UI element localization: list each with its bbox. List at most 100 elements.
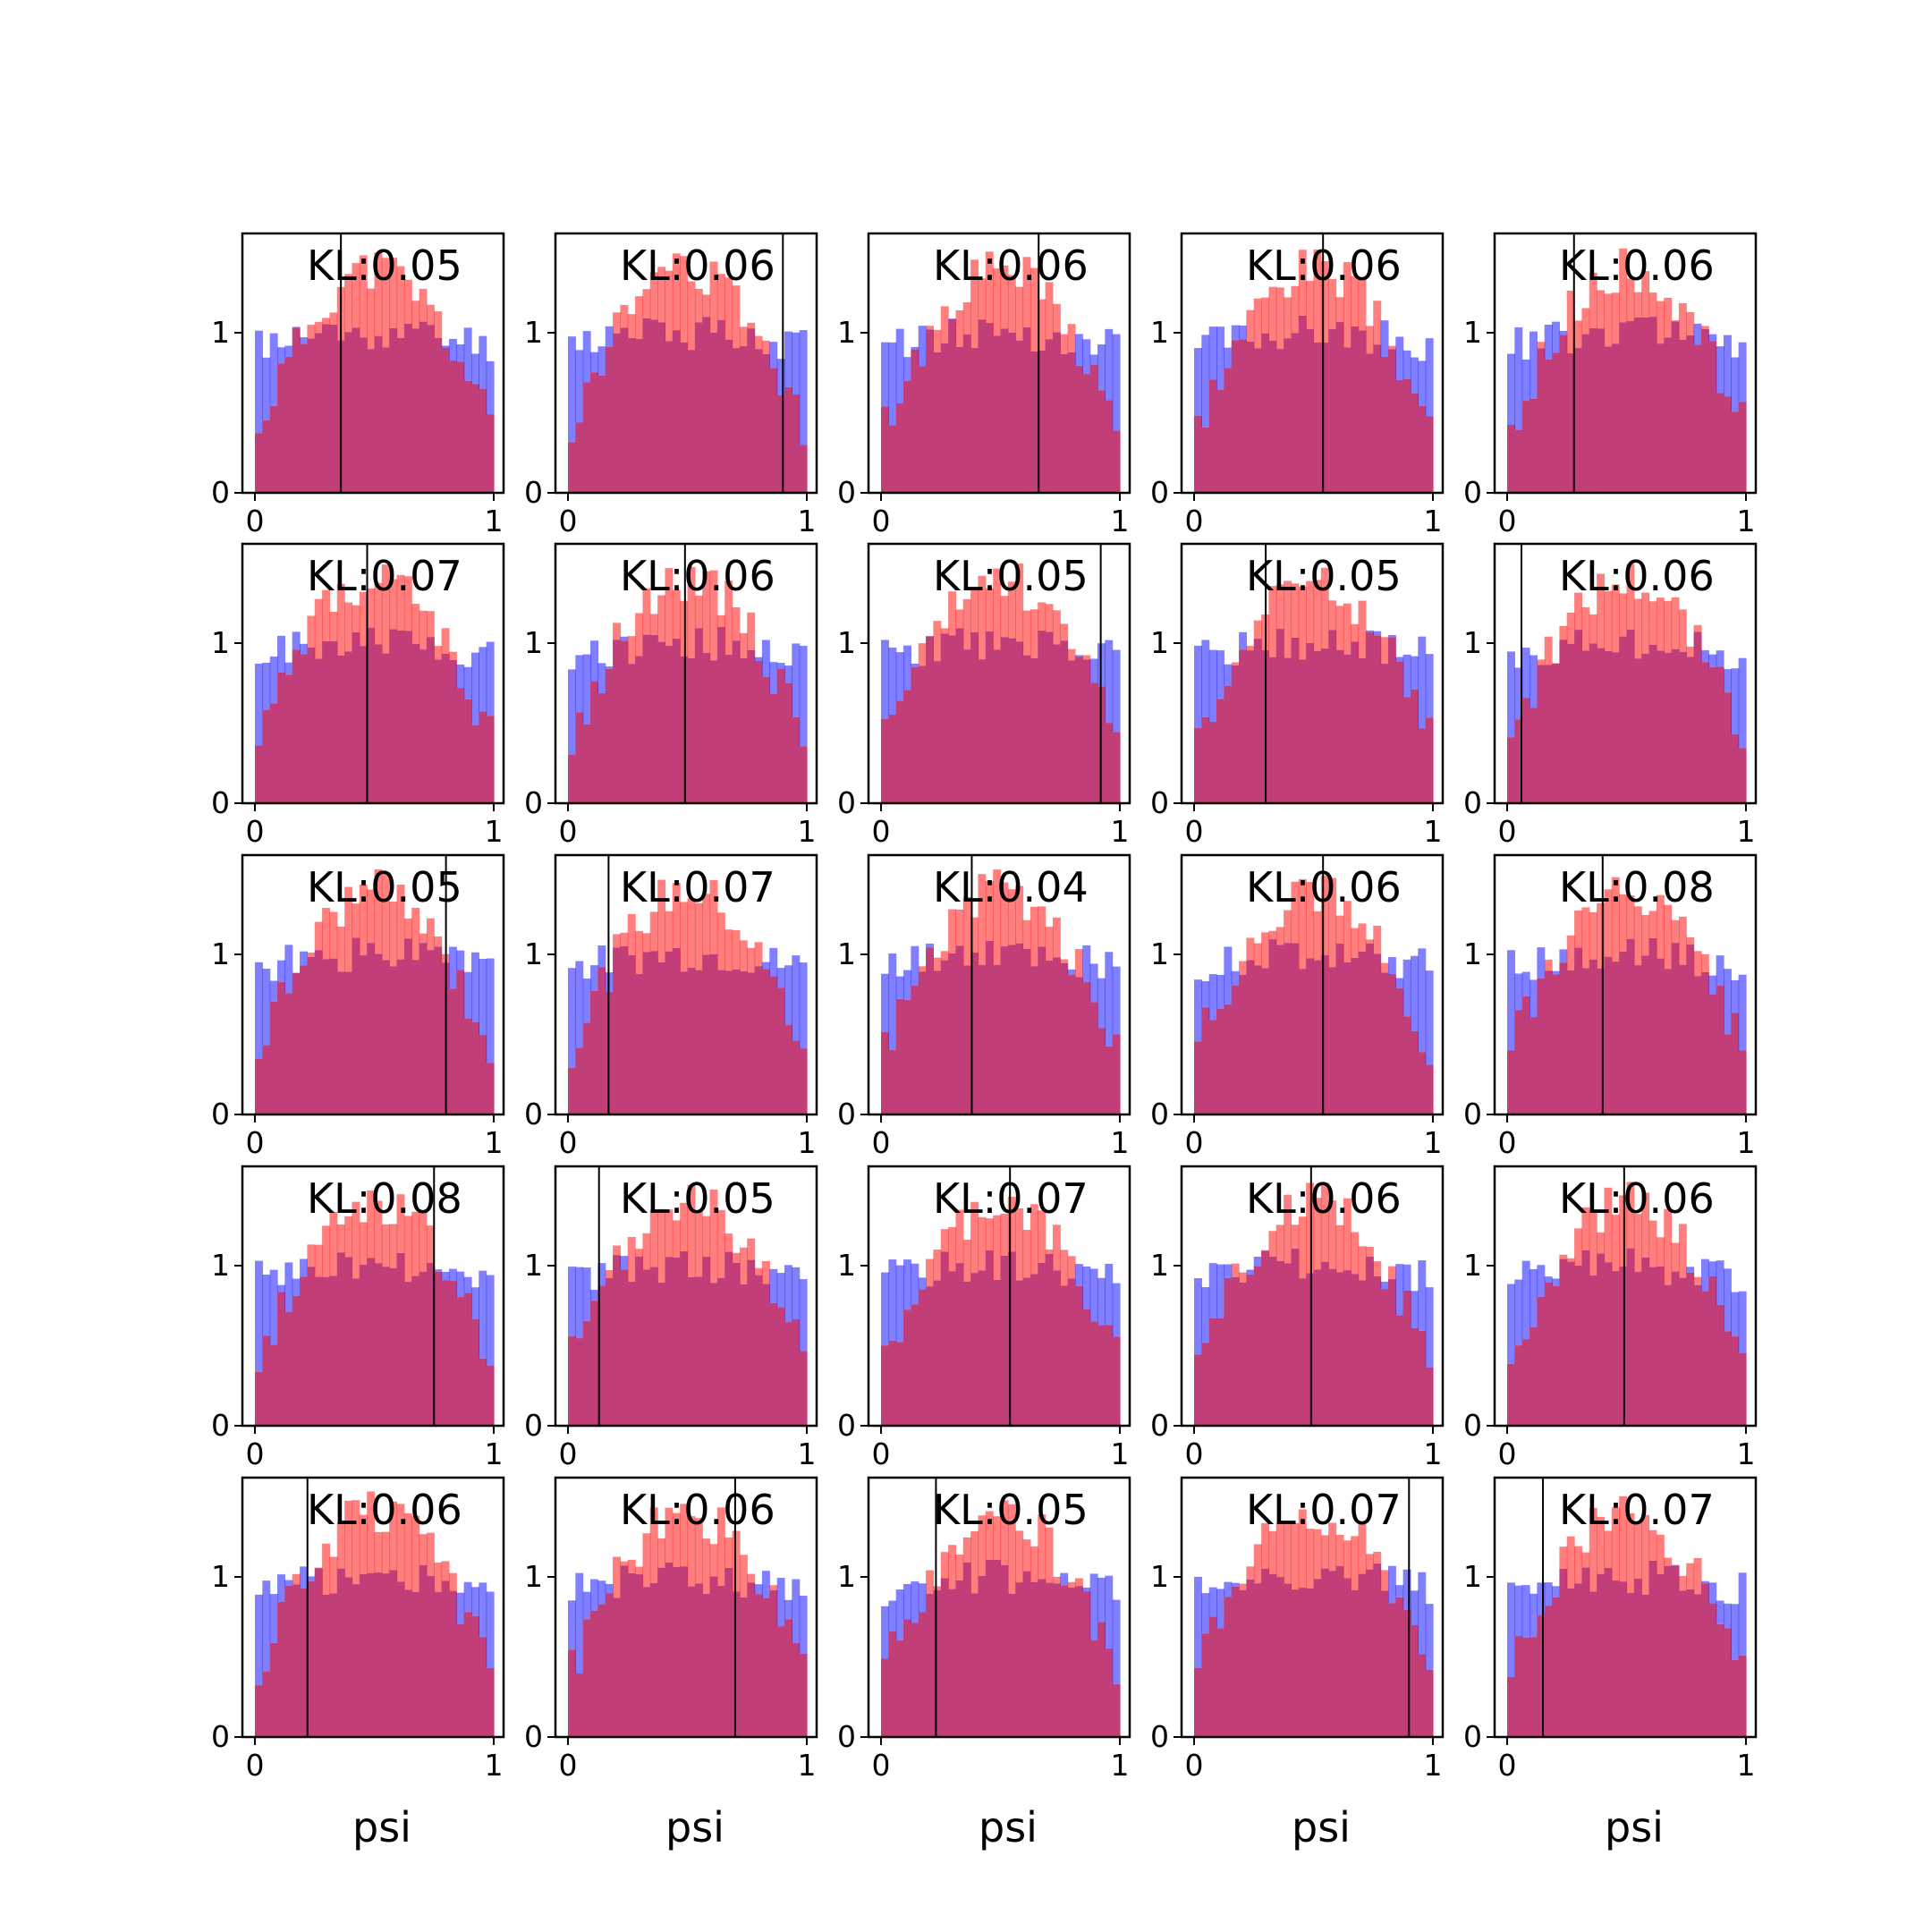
overlap-bar: [1328, 1268, 1337, 1426]
overlap-bar: [1239, 1282, 1247, 1426]
overlap-bar: [374, 335, 383, 493]
prior-bar: [1194, 645, 1202, 729]
overlap-bar: [1112, 1683, 1121, 1737]
prior-bar: [1112, 1283, 1121, 1337]
posterior-bar: [381, 871, 390, 961]
posterior-bar: [1648, 911, 1657, 938]
overlap-bar: [732, 969, 741, 1114]
overlap-bar: [1216, 389, 1224, 493]
posterior-bar: [687, 566, 696, 659]
posterior-bar: [1082, 655, 1091, 660]
posterior-bar: [1320, 1535, 1329, 1569]
y-tick-label: 0: [837, 1097, 856, 1131]
overlap-bar: [1693, 1594, 1702, 1737]
overlap-bar: [1566, 353, 1575, 493]
overlap-bar: [1716, 393, 1724, 493]
overlap-bar: [948, 1589, 957, 1737]
posterior-bar: [329, 1556, 338, 1594]
prior-bar: [911, 1263, 919, 1305]
overlap-bar: [724, 339, 733, 493]
prior-bar: [1723, 1603, 1732, 1629]
prior-bar: [470, 1287, 479, 1319]
overlap-bar: [970, 952, 979, 1114]
overlap-bar: [1373, 635, 1382, 803]
overlap-bar: [1246, 341, 1255, 493]
posterior-bar: [359, 885, 368, 956]
posterior-bar: [1641, 271, 1650, 318]
prior-bar: [582, 979, 591, 1023]
posterior-bar: [649, 1507, 658, 1583]
posterior-bar: [1045, 282, 1054, 340]
overlap-bar: [657, 1282, 666, 1426]
overlap-bar: [895, 1640, 904, 1737]
overlap-bar: [1700, 1583, 1709, 1737]
posterior-bar: [1000, 265, 1009, 329]
posterior-bar: [344, 1500, 353, 1578]
overlap-bar: [456, 1623, 465, 1737]
overlap-bar: [1052, 1270, 1061, 1426]
posterior-bar: [940, 1552, 949, 1579]
overlap-bar: [1275, 349, 1284, 493]
axes-frame: [1180, 853, 1445, 1116]
overlap-bar: [336, 971, 345, 1114]
overlap-bar: [1559, 1568, 1568, 1737]
overlap-bar: [486, 1365, 495, 1426]
overlap-bar: [1112, 430, 1121, 493]
posterior-bar: [307, 1244, 316, 1267]
overlap-bar: [911, 986, 919, 1114]
overlap-bar: [403, 324, 412, 493]
posterior-bar: [1559, 1546, 1568, 1569]
posterior-bar: [1387, 1266, 1396, 1280]
overlap-bar: [1559, 335, 1568, 493]
posterior-bar: [672, 1513, 681, 1567]
posterior-bar: [1619, 894, 1628, 952]
prior-bar: [1246, 1269, 1255, 1275]
posterior-bar: [1275, 287, 1284, 350]
posterior-bar: [1581, 308, 1590, 335]
posterior-bar: [665, 270, 674, 342]
axes-frame: [1493, 232, 1758, 495]
prior-bar: [799, 330, 808, 445]
overlap-bar: [1298, 315, 1307, 493]
posterior-bar: [642, 289, 651, 318]
prior-bar: [1514, 973, 1523, 1011]
posterior-bar: [940, 628, 949, 634]
overlap-bar: [411, 1592, 420, 1737]
overlap-bar: [1291, 1589, 1300, 1737]
overlap-bar: [1648, 644, 1657, 803]
overlap-bar: [1544, 1606, 1553, 1737]
overlap-bar: [411, 1275, 420, 1426]
overlap-bar: [665, 1562, 674, 1737]
posterior-bar: [322, 908, 331, 960]
overlap-bar: [709, 332, 718, 493]
posterior-bar: [1648, 1220, 1657, 1267]
prior-bar: [1738, 974, 1747, 1051]
y-tick-label: 0: [524, 1408, 543, 1443]
y-tick-label: 1: [837, 625, 856, 660]
posterior-bar: [1365, 1554, 1374, 1570]
prior-bar: [903, 970, 911, 1000]
y-tick-label: 0: [1463, 1408, 1482, 1443]
posterior-bar: [1678, 1224, 1687, 1278]
overlap-bar: [1306, 328, 1315, 493]
posterior-bar: [1626, 1182, 1635, 1249]
histogram-panel: 010 1KL:0.07: [837, 1165, 1131, 1471]
overlap-bar: [456, 970, 465, 1114]
overlap-bar: [314, 333, 323, 493]
overlap-bar: [463, 1612, 472, 1737]
posterior-bar: [1328, 1200, 1337, 1269]
overlap-bar: [329, 324, 338, 493]
prior-bar: [1521, 1260, 1530, 1340]
posterior-bar: [329, 1211, 338, 1276]
axes-frame: [241, 1165, 505, 1428]
posterior-bar: [1313, 1529, 1322, 1580]
posterior-bar: [426, 1225, 435, 1264]
posterior-bar: [411, 604, 420, 644]
posterior-bar: [716, 1209, 725, 1278]
overlap-bar: [434, 946, 443, 1114]
overlap-bar: [1112, 1034, 1121, 1114]
overlap-bar: [1387, 1603, 1396, 1737]
posterior-bar: [978, 874, 987, 965]
prior-bar: [1425, 338, 1434, 417]
prior-bar: [284, 1580, 293, 1586]
